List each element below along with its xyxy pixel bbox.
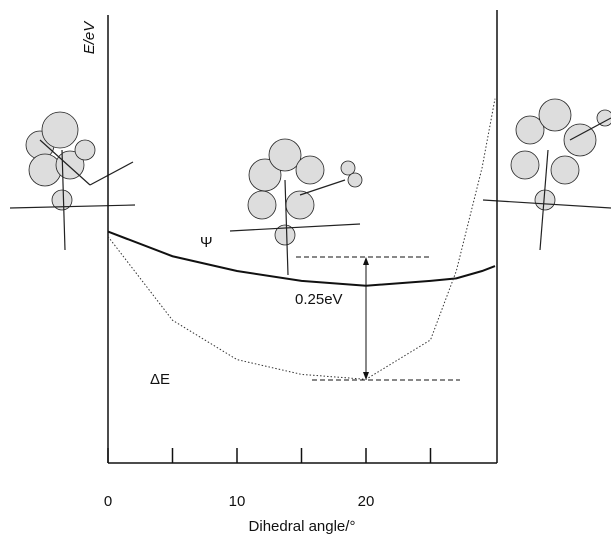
molecule-left — [9, 111, 136, 251]
curve — [107, 98, 496, 380]
molecule-middle — [229, 138, 363, 276]
x-tick-label: 20 — [358, 493, 375, 510]
molecule-right — [482, 98, 611, 251]
curve — [107, 230, 496, 287]
x-axis-label: Dihedral angle/° — [249, 518, 356, 535]
annotation: 0.25eV — [295, 291, 343, 308]
series-label: Ψ — [200, 234, 213, 251]
energy-arrow — [296, 256, 460, 381]
y-axis-label: E/eV — [81, 20, 98, 55]
x-tick-label: 10 — [229, 493, 246, 510]
x-tick-label: 0 — [104, 493, 112, 510]
series-label: ΔE — [150, 371, 170, 388]
